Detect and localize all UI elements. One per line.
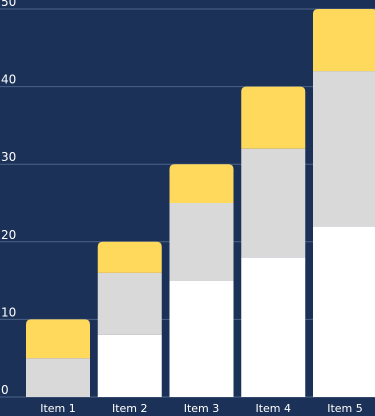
bar-segment-middle <box>97 272 162 335</box>
y-tick-label: 0 <box>1 383 9 397</box>
bar-segment-middle <box>26 358 90 397</box>
bar-group-2 <box>97 241 162 397</box>
bar-segment-middle <box>313 71 375 227</box>
x-tick-label: Item 5 <box>327 402 363 415</box>
bar-segment-middle <box>241 148 306 258</box>
y-tick-label: 10 <box>1 305 16 319</box>
bar-segment-top <box>241 86 306 149</box>
x-tick-labels: Item 1 Item 2 Item 3 Item 4 Item 5 <box>40 402 363 415</box>
bar-segment-bottom <box>241 257 306 397</box>
y-tick-label: 20 <box>1 228 16 242</box>
bar-segment-top <box>26 319 90 359</box>
bars <box>26 9 375 397</box>
bar-segment-middle <box>169 203 234 281</box>
bar-segment-bottom <box>97 334 162 397</box>
x-tick-label: Item 2 <box>112 402 148 415</box>
y-tick-labels: 0 10 20 30 40 50 <box>1 0 16 397</box>
bar-segment-bottom <box>313 226 375 397</box>
x-tick-label: Item 1 <box>40 402 76 415</box>
x-tick-label: Item 4 <box>255 402 291 415</box>
y-tick-label: 30 <box>1 150 16 164</box>
bar-segment-bottom <box>169 280 234 397</box>
y-tick-label: 40 <box>1 73 16 87</box>
bar-group-1 <box>26 319 90 397</box>
bar-segment-top <box>169 164 234 203</box>
bar-group-4 <box>241 86 306 397</box>
y-tick-label: 50 <box>1 0 16 9</box>
bar-segment-top <box>97 241 162 273</box>
bar-group-3 <box>169 164 234 397</box>
bar-group-5 <box>313 9 375 397</box>
x-tick-label: Item 3 <box>184 402 220 415</box>
bar-segment-top <box>313 9 375 72</box>
